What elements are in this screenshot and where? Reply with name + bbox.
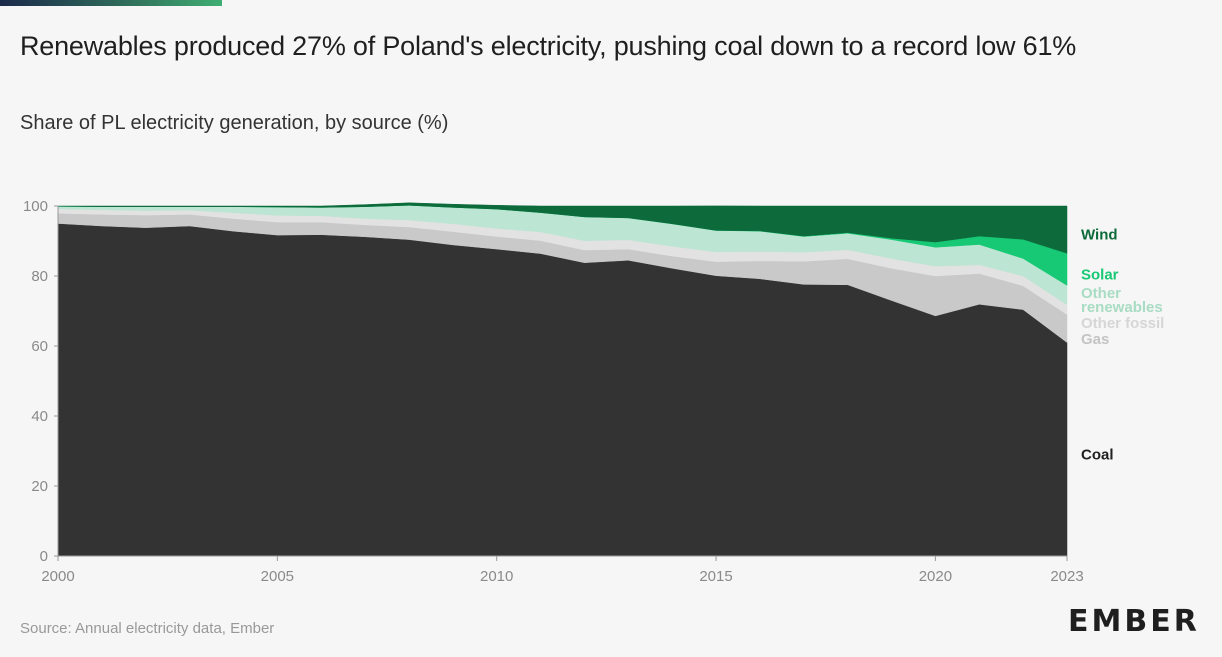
series-label-other-fossil: Other fossil [1081, 315, 1164, 332]
x-tick-label: 2020 [919, 568, 952, 585]
x-tick-label: 2015 [699, 568, 732, 585]
series-label-solar: Solar [1081, 266, 1119, 283]
source-note: Source: Annual electricity data, Ember [20, 620, 275, 637]
series-label-coal: Coal [1081, 446, 1114, 463]
area-wind [57, 202, 1068, 254]
x-tick-label: 2005 [261, 568, 294, 585]
y-tick-label: 40 [31, 408, 48, 425]
y-tick-label: 20 [31, 478, 48, 495]
y-tick-label: 60 [31, 338, 48, 355]
top-accent-bar [0, 0, 222, 6]
series-label-gas: Gas [1081, 331, 1109, 348]
stacked-area-chart: 0 20 40 60 80 100 2000 2005 2010 2015 2020 2023 Wind… [23, 198, 1164, 585]
series-label-wind: Wind [1081, 227, 1118, 244]
x-tick-label: 2000 [41, 568, 74, 585]
chart-subtitle: Share of PL electricity generation, by s… [20, 112, 449, 134]
y-tick-label: 0 [40, 548, 48, 565]
y-tick-label: 100 [23, 198, 48, 215]
y-tick-label: 80 [31, 268, 48, 285]
x-tick-label: 2023 [1050, 568, 1083, 585]
x-tick-label: 2010 [480, 568, 513, 585]
ember-logo: EMBER [1068, 604, 1200, 639]
series-label-other-renewables: Other renewables [1081, 285, 1163, 316]
chart-title: Renewables produced 27% of Poland's elec… [20, 31, 1077, 61]
